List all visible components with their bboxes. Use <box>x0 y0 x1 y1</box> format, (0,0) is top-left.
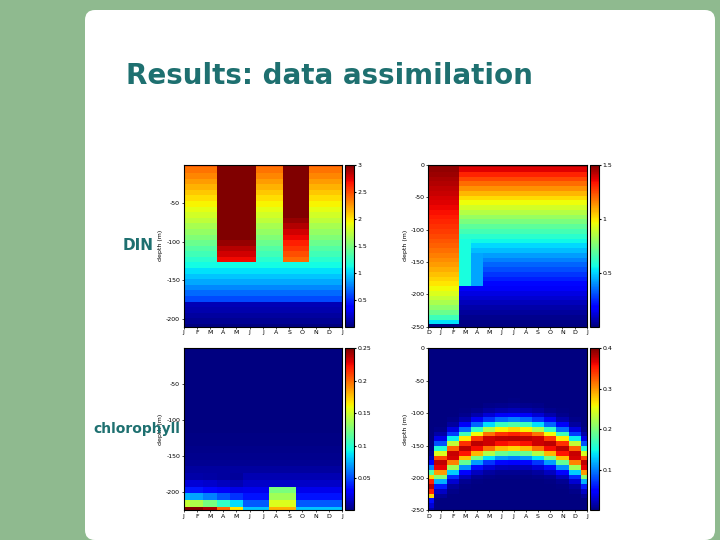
Text: Results: data assimilation: Results: data assimilation <box>126 62 533 90</box>
Y-axis label: depth (m): depth (m) <box>158 414 163 445</box>
Text: chlorophyll: chlorophyll <box>94 422 181 436</box>
Text: DIN: DIN <box>122 238 153 253</box>
Y-axis label: depth (m): depth (m) <box>403 230 408 261</box>
Y-axis label: depth (m): depth (m) <box>403 414 408 445</box>
Y-axis label: depth (m): depth (m) <box>158 230 163 261</box>
FancyBboxPatch shape <box>85 10 715 540</box>
